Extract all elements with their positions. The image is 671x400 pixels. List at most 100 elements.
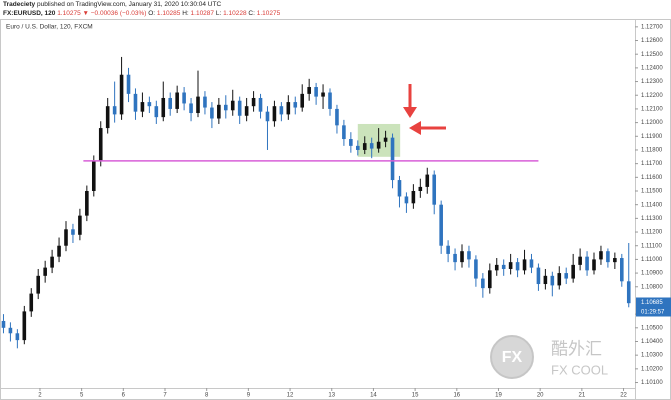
candle-body	[418, 186, 423, 192]
y-tick-label: 1.11900	[641, 134, 663, 140]
candle-body	[355, 145, 360, 150]
x-tick-label: 14	[370, 393, 377, 399]
y-tick-label: 1.12000	[641, 120, 663, 126]
x-tick-label: 21	[579, 393, 586, 399]
x-tick-label: 22	[620, 393, 627, 399]
candle-body	[175, 92, 179, 109]
y-tick-label: 1.10800	[641, 284, 663, 290]
y-tick-label: 1.10200	[641, 366, 663, 372]
candle-body	[286, 102, 291, 115]
candle-body	[550, 275, 555, 286]
candle-body	[432, 174, 437, 205]
candle-body	[126, 74, 131, 94]
candle-body	[404, 196, 409, 204]
watermark-name: 酷外汇	[551, 339, 602, 358]
candle-body	[369, 143, 374, 149]
candle-body	[154, 106, 159, 118]
header: Tradeciety published on TradingView.com,…	[3, 1, 280, 18]
candle-body	[15, 333, 20, 341]
y-tick-label: 1.12200	[641, 93, 663, 99]
change: ▼ −0.00036 (−0.03%)	[82, 9, 147, 17]
candle-body	[196, 96, 200, 114]
y-tick-label: 1.11100	[641, 243, 662, 249]
candle-body	[293, 102, 298, 108]
candle-body	[50, 256, 54, 268]
candle-body	[390, 137, 395, 181]
candle-body	[112, 106, 117, 115]
candle-body	[210, 107, 214, 119]
x-tick-label: 15	[412, 393, 419, 399]
header-line: Tradeciety published on TradingView.com,…	[3, 1, 280, 10]
price: 1.10275	[57, 9, 81, 17]
header-line: FX:EURUSD, 120 1.10275 ▼ −0.00036 (−0.03…	[3, 10, 280, 19]
y-tick-label: 1.11700	[641, 161, 663, 167]
candle-body	[29, 293, 34, 312]
candle-body	[376, 141, 381, 149]
candle-body	[349, 139, 353, 146]
candle-body	[251, 97, 256, 107]
y-tick-label: 1.12600	[641, 38, 663, 44]
candle-body	[244, 106, 249, 116]
candle-body	[279, 106, 284, 115]
candle-body	[481, 278, 485, 289]
candle-body	[557, 273, 562, 286]
candle-body	[314, 87, 318, 97]
candle-body	[536, 267, 541, 285]
candle-body	[335, 108, 339, 126]
y-tick-label: 1.12400	[641, 65, 663, 71]
x-tick-label: 6	[122, 393, 126, 399]
arrow-head	[403, 107, 417, 118]
author: Tradeciety	[3, 1, 36, 8]
candle-body	[626, 281, 631, 304]
candle-body	[571, 264, 575, 279]
x-tick-label: 5	[80, 393, 84, 399]
candle-body	[161, 97, 166, 118]
candle-body	[578, 256, 582, 265]
ohlc-key: L:	[215, 9, 222, 17]
y-tick-label: 1.10500	[641, 325, 663, 331]
candle-body	[362, 143, 367, 150]
candle-body	[425, 174, 430, 187]
candle-body	[203, 96, 207, 108]
ohlc-key: H:	[182, 9, 189, 17]
candle-body	[217, 104, 221, 119]
candle-body	[564, 273, 569, 279]
y-tick-label: 1.12100	[641, 107, 663, 113]
x-tick-label: 9	[247, 393, 251, 399]
candle-body	[85, 191, 89, 216]
y-tick-label: 1.12300	[641, 79, 663, 85]
y-tick-label: 1.11200	[641, 230, 663, 236]
x-tick-label: 7	[163, 393, 167, 399]
candle-body	[619, 258, 624, 282]
candle-body	[105, 106, 110, 129]
x-tick-label: 20	[537, 393, 544, 399]
y-tick-label: 1.11800	[641, 148, 663, 154]
watermark-sub: FX COOL	[551, 362, 608, 377]
candle-body	[321, 92, 325, 97]
ohlc-key: O:	[148, 9, 156, 17]
ohlc-value: 1.10228	[223, 9, 247, 17]
candle-body	[133, 93, 138, 112]
plot-layer	[1, 56, 631, 349]
arrow-head	[409, 121, 421, 135]
published: published on TradingView.com, January 31…	[36, 1, 222, 8]
y-tick-label: 1.11500	[641, 189, 663, 195]
candle-body	[439, 204, 443, 246]
candle-body	[501, 264, 506, 269]
y-tick-label: 1.11400	[641, 202, 663, 208]
candle-body	[91, 160, 96, 192]
candle-body	[98, 128, 103, 161]
candle-body	[36, 275, 41, 294]
candle-body	[78, 215, 82, 235]
candle-body	[147, 102, 152, 107]
ohlc-key: C:	[248, 9, 255, 17]
candle-body	[487, 270, 492, 289]
candle-body	[592, 259, 596, 271]
candle-body	[307, 87, 311, 94]
candle-body	[474, 259, 478, 279]
candle-body	[613, 258, 617, 263]
watermark-logo-text: FX	[502, 349, 523, 366]
candle-body	[189, 103, 193, 114]
candle-body	[494, 264, 499, 271]
